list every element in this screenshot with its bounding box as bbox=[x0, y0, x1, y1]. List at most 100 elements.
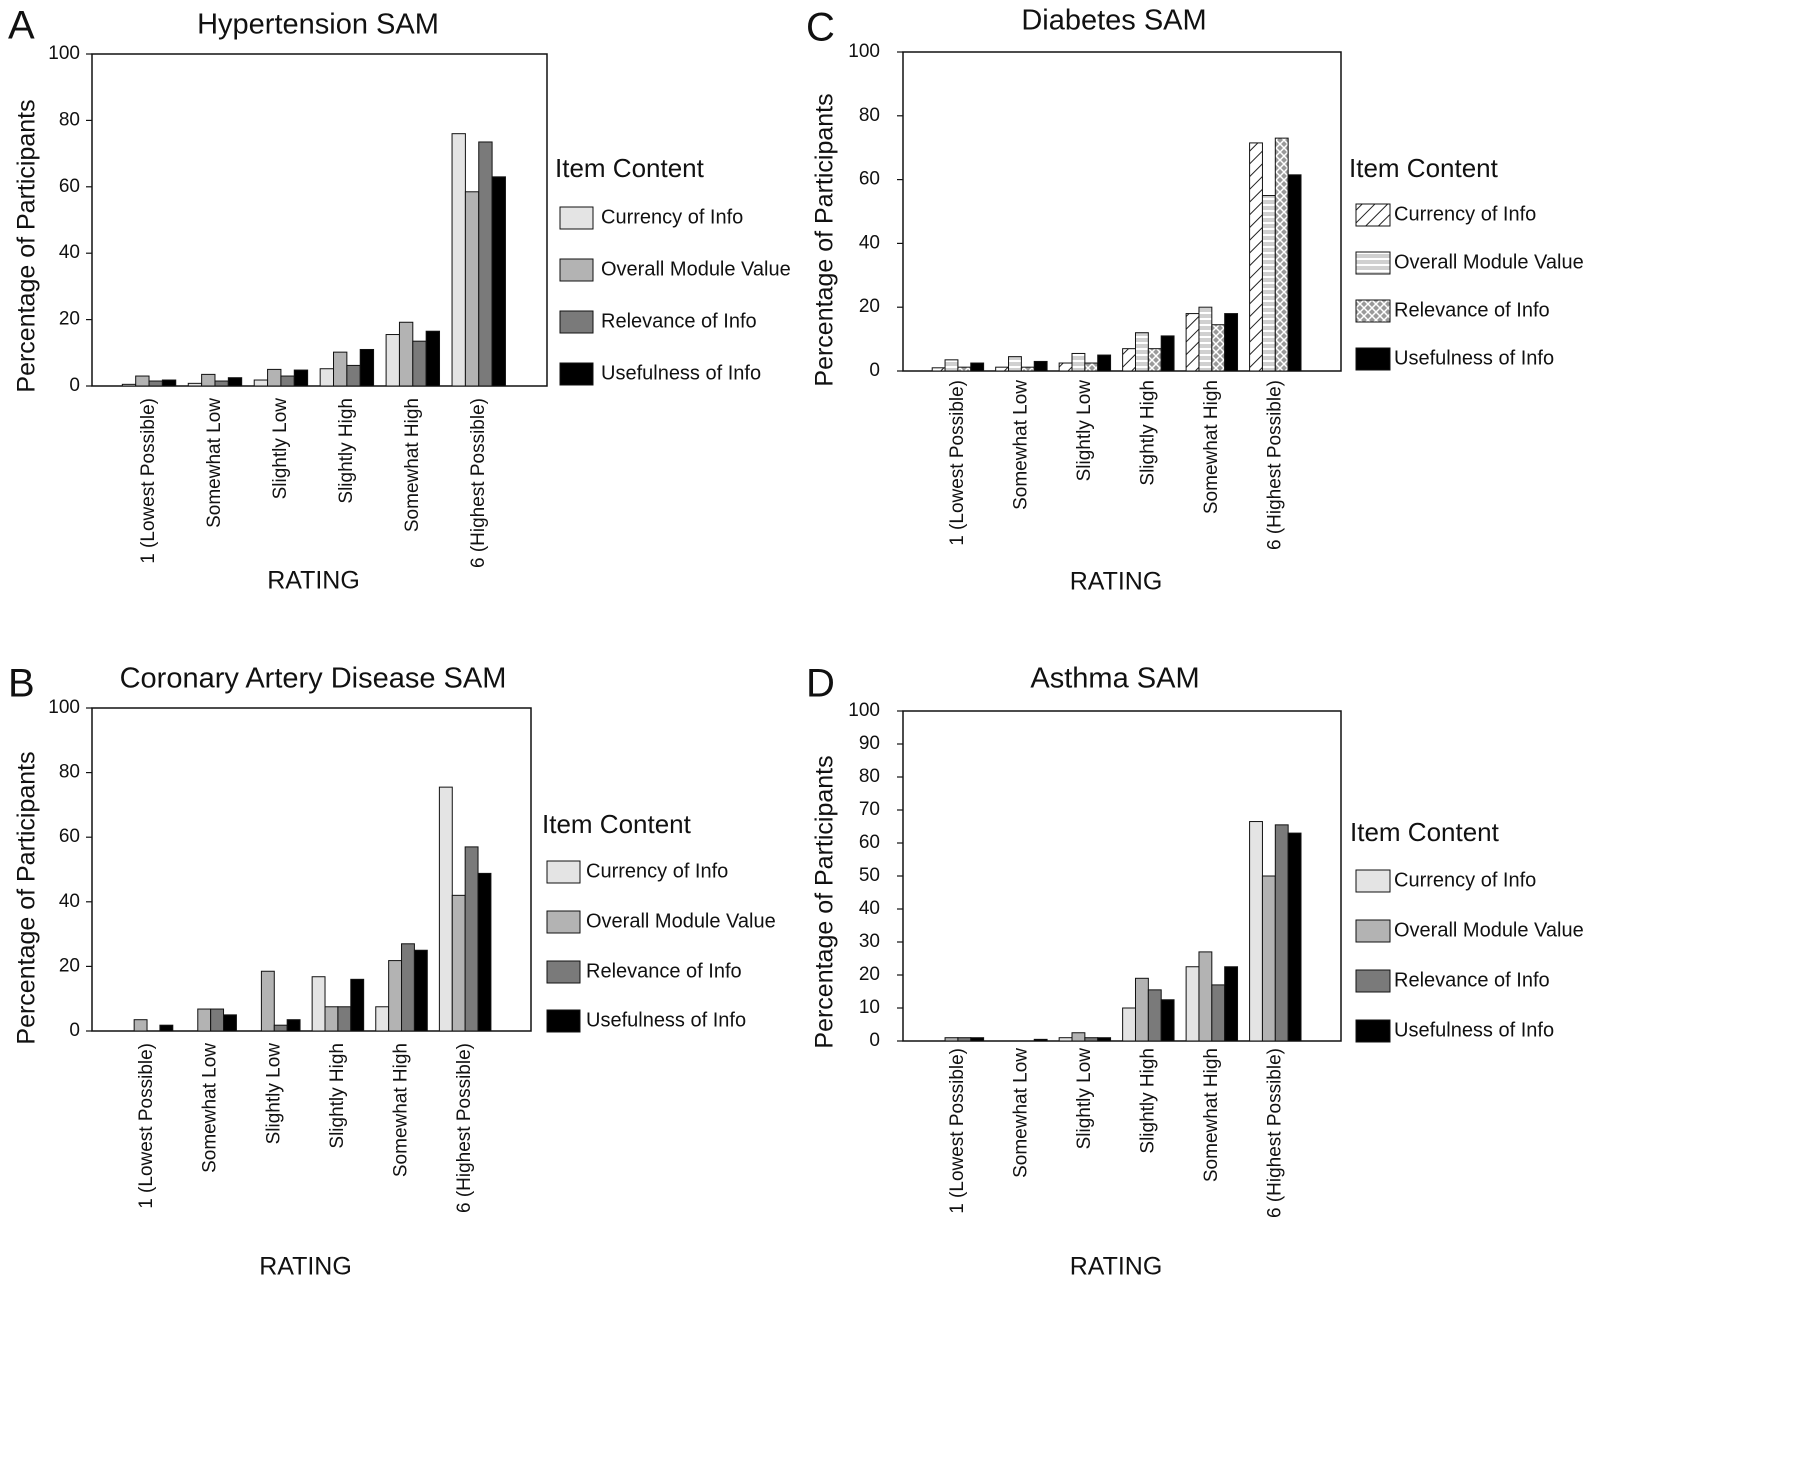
y-axis-label: Percentage of Participants bbox=[811, 93, 839, 386]
bar bbox=[995, 366, 1010, 372]
legend: Item Content Currency of Info Overall Modu… bbox=[1350, 817, 1584, 1043]
bar bbox=[401, 943, 415, 1032]
bar bbox=[1274, 137, 1289, 372]
legend-entry: Overall Module Value bbox=[1394, 919, 1584, 941]
x-tick-label: 1 (Lowest Possible) bbox=[947, 1048, 968, 1214]
x-tick-label: Somewhat High bbox=[391, 1043, 412, 1177]
y-tick-label: 0 bbox=[69, 1020, 80, 1041]
y-tick-label: 100 bbox=[848, 700, 880, 721]
y-tick-label: 80 bbox=[859, 766, 880, 787]
bar bbox=[388, 960, 403, 1032]
y-tick-label: 80 bbox=[59, 109, 80, 130]
y-tick-label: 30 bbox=[859, 931, 880, 952]
bar bbox=[438, 786, 453, 1032]
bar bbox=[1147, 348, 1162, 372]
bar bbox=[210, 1008, 225, 1032]
bar bbox=[1198, 306, 1213, 372]
bar bbox=[464, 846, 479, 1032]
x-tick-label: 6 (Highest Possible) bbox=[454, 1043, 475, 1213]
bar bbox=[1185, 313, 1200, 372]
chart-panel-d: D Asthma SAM 0 10 20 30 40 50 60 70 80 90 100 Percent… bbox=[806, 662, 1584, 1281]
bar bbox=[464, 191, 480, 387]
chart-title: Hypertension SAM bbox=[197, 9, 439, 41]
legend-entry: Overall Module Value bbox=[1394, 251, 1584, 273]
chart-panel-c: C Diabetes SAM 0 20 40 60 80 100 Percentage of P… bbox=[806, 5, 1584, 596]
x-tick-label: 1 (Lowest Possible) bbox=[136, 1043, 157, 1209]
legend-entry: Overall Module Value bbox=[586, 910, 776, 932]
y-tick-label: 60 bbox=[859, 832, 880, 853]
bar bbox=[477, 872, 492, 1032]
bar bbox=[1134, 977, 1149, 1042]
y-tick-label: 20 bbox=[59, 309, 80, 330]
bar bbox=[1097, 1037, 1112, 1042]
bar bbox=[1211, 324, 1226, 372]
legend-entry: Relevance of Info bbox=[1394, 299, 1550, 321]
bar bbox=[1071, 1032, 1086, 1042]
bar bbox=[413, 949, 428, 1032]
bar bbox=[425, 330, 441, 387]
bar bbox=[319, 368, 335, 387]
y-tick-label: 20 bbox=[59, 955, 80, 976]
y-tick-label: 60 bbox=[859, 169, 880, 190]
y-tick-label: 40 bbox=[859, 898, 880, 919]
bar bbox=[214, 380, 229, 387]
bar bbox=[333, 351, 348, 387]
legend-swatch bbox=[559, 258, 594, 282]
x-tick-label: 6 (Highest Possible) bbox=[1264, 1048, 1285, 1218]
x-tick-label: Somewhat High bbox=[402, 398, 423, 532]
bar bbox=[398, 321, 414, 387]
legend: Item Content Currency of Info Overall Modu… bbox=[555, 153, 791, 386]
bar bbox=[227, 377, 243, 387]
bar bbox=[1211, 984, 1226, 1042]
legend-entry: Relevance of Info bbox=[586, 960, 742, 982]
legend-entry: Currency of Info bbox=[1394, 203, 1536, 225]
x-tick-label: Slightly Low bbox=[263, 1043, 284, 1145]
bar bbox=[197, 1008, 212, 1032]
legend-entry: Usefulness of Info bbox=[1394, 1019, 1554, 1041]
bar bbox=[1122, 1007, 1136, 1042]
x-axis-label: RATING bbox=[1070, 568, 1163, 596]
y-tick-label: 50 bbox=[859, 865, 880, 886]
legend: Item Content Currency of Info Overall Modu… bbox=[542, 809, 776, 1033]
chart-title: Coronary Artery Disease SAM bbox=[120, 663, 507, 695]
y-tick-label: 60 bbox=[59, 176, 80, 197]
y-tick-label: 0 bbox=[869, 1030, 880, 1051]
bar bbox=[1160, 335, 1175, 372]
bar bbox=[1058, 1037, 1073, 1042]
bar bbox=[324, 1006, 339, 1032]
bar bbox=[1084, 1037, 1099, 1042]
legend-swatch bbox=[1355, 299, 1391, 323]
y-tick-label: 80 bbox=[859, 105, 880, 126]
legend-swatch bbox=[1355, 869, 1391, 893]
x-axis-label: RATING bbox=[259, 1253, 352, 1281]
y-axis-label: Percentage of Participants bbox=[811, 755, 839, 1048]
legend-swatch bbox=[546, 860, 581, 884]
y-tick-label: 100 bbox=[848, 41, 880, 62]
bar bbox=[1122, 348, 1136, 372]
bar bbox=[201, 373, 216, 387]
bar bbox=[1287, 174, 1302, 372]
bar bbox=[161, 379, 177, 387]
x-tick-label: Somewhat Low bbox=[200, 1043, 221, 1173]
bar bbox=[253, 379, 269, 387]
legend-entry: Usefulness of Info bbox=[1394, 347, 1554, 369]
y-tick-label: 10 bbox=[859, 997, 880, 1018]
bar bbox=[1224, 966, 1239, 1042]
bar bbox=[1261, 875, 1276, 1042]
x-tick-label: Slightly Low bbox=[1074, 1048, 1095, 1150]
y-tick-label: 40 bbox=[59, 891, 80, 912]
legend-entry: Relevance of Info bbox=[601, 310, 757, 332]
x-axis-label: RATING bbox=[1070, 1253, 1163, 1281]
bar bbox=[133, 1019, 148, 1032]
legend-swatch bbox=[546, 1009, 581, 1033]
bar bbox=[223, 1014, 237, 1032]
plot-frame bbox=[902, 51, 1342, 372]
bar bbox=[375, 1006, 390, 1032]
x-tick-label: 1 (Lowest Possible) bbox=[138, 398, 159, 564]
legend-title: Item Content bbox=[542, 809, 692, 839]
bar bbox=[1008, 356, 1022, 372]
bar bbox=[1249, 142, 1263, 372]
x-tick-label: Somewhat Low bbox=[204, 398, 225, 528]
bar bbox=[337, 1006, 352, 1032]
x-tick-label: Somewhat Low bbox=[1010, 380, 1031, 510]
